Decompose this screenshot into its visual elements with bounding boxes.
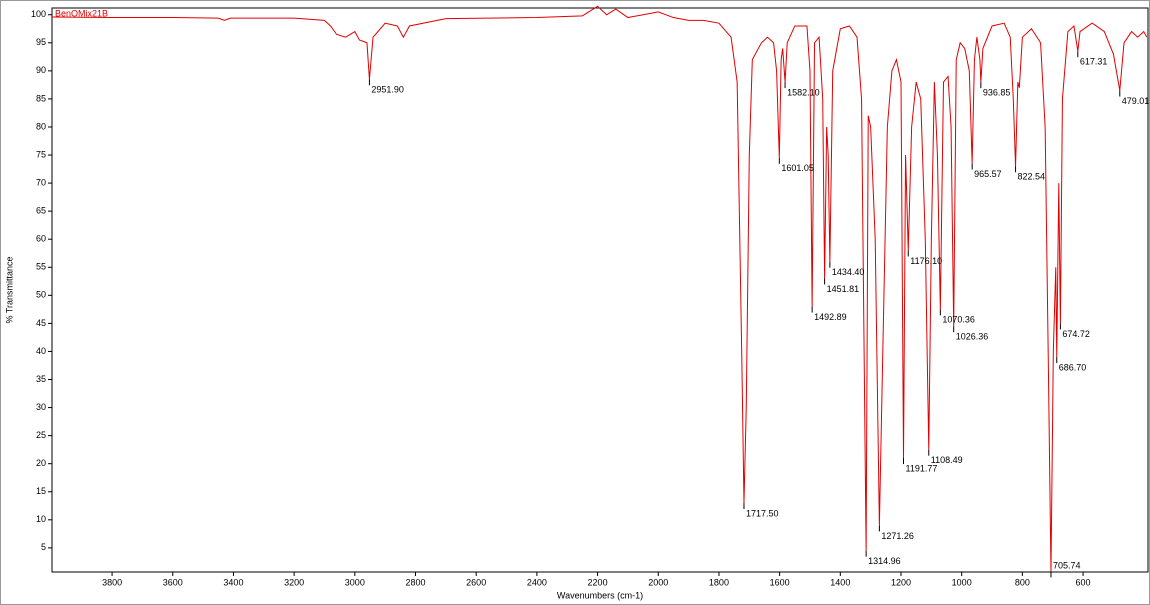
y-tick-label: 25 <box>36 430 46 440</box>
x-tick-label: 2400 <box>527 577 547 587</box>
peak-label: 617.31 <box>1080 57 1108 67</box>
y-tick-label: 100 <box>31 9 46 19</box>
y-axis-title: % Transmittance <box>4 256 14 323</box>
y-tick-label: 65 <box>36 206 46 216</box>
y-tick-label: 85 <box>36 93 46 103</box>
peak-label: 686.70 <box>1059 362 1087 372</box>
y-tick-label: 15 <box>36 486 46 496</box>
peak-label: 1108.49 <box>931 455 963 465</box>
peak-label: 1314.96 <box>868 556 901 566</box>
x-tick-label: 1200 <box>891 577 911 587</box>
peak-label: 1191.77 <box>906 463 938 473</box>
y-tick-label: 75 <box>36 149 46 159</box>
y-tick-label: 55 <box>36 262 46 272</box>
peak-label: 674.72 <box>1062 329 1090 339</box>
spectrum-line <box>51 5 1148 572</box>
peak-label: 2951.90 <box>371 85 404 95</box>
x-tick-label: 2800 <box>405 577 425 587</box>
x-tick-label: 1000 <box>952 577 972 587</box>
y-tick-label: 95 <box>36 37 46 47</box>
y-tick-label: 60 <box>36 234 46 244</box>
y-tick-label: 50 <box>36 290 46 300</box>
y-tick-label: 90 <box>36 65 46 75</box>
peak-label: 479.01 <box>1122 96 1150 106</box>
y-tick-label: 35 <box>36 374 46 384</box>
peak-label: 1492.89 <box>814 312 847 322</box>
x-tick-label: 800 <box>1015 577 1030 587</box>
x-tick-label: 3200 <box>284 577 304 587</box>
peak-label: 1451.81 <box>827 284 860 294</box>
x-tick-label: 3400 <box>223 577 243 587</box>
y-tick-label: 70 <box>36 177 46 187</box>
peak-label: 705.74 <box>1053 560 1081 570</box>
y-tick-label: 80 <box>36 121 46 131</box>
peak-label: 1582.10 <box>787 87 820 97</box>
x-tick-label: 2200 <box>588 577 608 587</box>
peak-label: 1717.50 <box>746 508 779 518</box>
x-tick-label: 1800 <box>709 577 729 587</box>
x-tick-label: 1600 <box>770 577 790 587</box>
peak-label: 1176.10 <box>910 256 942 266</box>
peak-label: 1070.36 <box>942 315 975 325</box>
peak-label: 1026.36 <box>956 332 989 342</box>
chart-title: BenOMix21B <box>55 8 108 18</box>
peak-label: 936.85 <box>983 87 1011 97</box>
y-tick-label: 10 <box>36 514 46 524</box>
x-tick-label: 2600 <box>466 577 486 587</box>
x-tick-label: 3800 <box>102 577 122 587</box>
peak-label: 822.54 <box>1018 172 1046 182</box>
y-tick-label: 5 <box>41 542 46 552</box>
x-axis-title: Wavenumbers (cm-1) <box>557 590 643 600</box>
y-tick-label: 20 <box>36 458 46 468</box>
peak-label: 965.57 <box>974 169 1002 179</box>
y-tick-label: 40 <box>36 346 46 356</box>
y-tick-label: 30 <box>36 402 46 412</box>
peak-label: 1601.05 <box>781 163 814 173</box>
peak-label: 1271.26 <box>881 531 914 541</box>
x-tick-label: 3600 <box>163 577 183 587</box>
x-tick-label: 3000 <box>345 577 365 587</box>
peak-label: 1434.40 <box>832 267 865 277</box>
x-tick-label: 600 <box>1076 577 1091 587</box>
x-tick-label: 1400 <box>830 577 850 587</box>
x-tick-label: 2000 <box>648 577 668 587</box>
y-tick-label: 45 <box>36 318 46 328</box>
